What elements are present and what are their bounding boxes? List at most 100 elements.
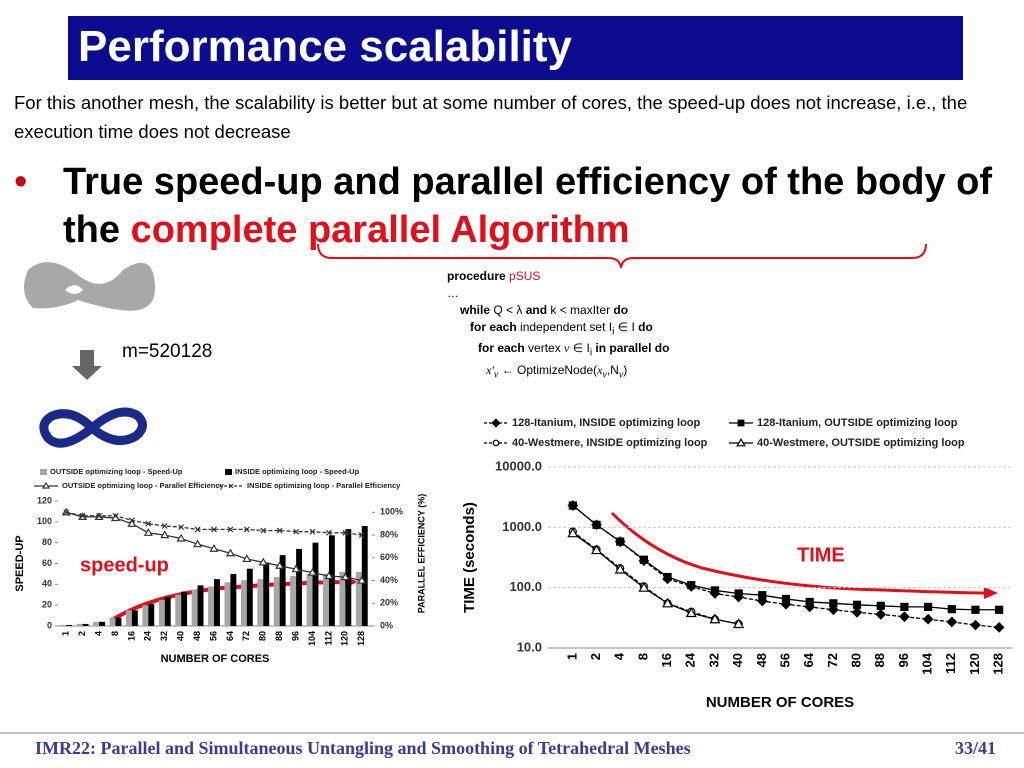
series-line	[572, 531, 739, 625]
data-point	[971, 605, 980, 614]
footer: IMR22: Parallel and Simultaneous Untangl…	[35, 738, 691, 758]
proc-name: pSUS	[509, 269, 541, 283]
data-point	[340, 572, 350, 581]
text: vertex	[524, 341, 565, 356]
data-point	[143, 528, 153, 536]
data-point	[161, 523, 168, 529]
sub: v	[602, 369, 607, 381]
y-tick-label: 20	[42, 600, 52, 610]
var: v	[564, 341, 570, 356]
bar	[306, 573, 313, 626]
data-point	[243, 526, 250, 533]
legend-label: OUTSIDE optimizing loop - Parallel Effic…	[62, 481, 225, 490]
data-point	[662, 597, 674, 608]
bar	[312, 542, 319, 626]
data-point	[258, 557, 268, 566]
bar	[148, 604, 155, 626]
bar	[328, 535, 335, 626]
data-point	[900, 602, 909, 611]
bar	[76, 623, 83, 626]
data-point	[922, 613, 934, 625]
legend-marker	[491, 418, 501, 428]
y-tick-label: 40	[42, 579, 52, 589]
legend-marker	[492, 439, 500, 447]
bar	[361, 526, 368, 626]
data-point	[357, 575, 367, 584]
x-tick-label: 2	[77, 631, 87, 636]
procedure: procedure pSUS … while Q < λ and k < max…	[447, 268, 669, 383]
bar	[355, 571, 362, 626]
data-point	[227, 526, 234, 533]
data-point	[358, 532, 365, 539]
x-tick-label: 120	[967, 653, 982, 675]
data-point	[663, 572, 672, 582]
data-point	[710, 586, 720, 595]
text: ← OptimizeNode(	[498, 362, 598, 377]
bullet: True speed-up and parallel efficiency of…	[63, 158, 1008, 254]
text: …	[447, 286, 459, 300]
bar	[60, 624, 67, 626]
y-axis-title: TIME (seconds)	[461, 502, 478, 613]
data-point	[614, 563, 626, 574]
data-point	[875, 609, 887, 620]
x-tick-label: 40	[176, 631, 186, 641]
annotation: TIME	[797, 544, 845, 566]
page-number: 33/41	[955, 738, 997, 758]
sub: v	[618, 369, 624, 381]
data-point	[993, 621, 1005, 633]
data-point	[127, 519, 137, 527]
x-tick-label: 72	[825, 653, 840, 667]
mesh-image	[24, 262, 156, 311]
x-tick-label: 112	[323, 631, 333, 646]
y2-tick-label: 60%	[380, 552, 398, 562]
text: ,N	[606, 362, 619, 377]
legend-marker	[228, 483, 234, 489]
bar	[279, 555, 286, 626]
y2-tick-label: 100%	[380, 507, 403, 517]
data-point	[326, 529, 332, 536]
bar	[158, 599, 165, 626]
var: x'	[486, 362, 494, 377]
text: )	[623, 362, 628, 377]
y-tick-label: 1000.0	[502, 519, 542, 534]
bar	[323, 573, 329, 626]
data-point	[616, 537, 625, 546]
data-point	[225, 548, 235, 557]
x-tick-label: 1	[61, 631, 71, 636]
x-tick-label: 16	[126, 631, 136, 641]
bar	[82, 623, 89, 626]
bullet-text: True speed-up and parallel efficiency of…	[63, 161, 993, 251]
legend-label: 40-Westmere, INSIDE optimizing loop	[512, 437, 708, 449]
y2-tick-label: 80%	[380, 529, 398, 539]
data-point	[638, 581, 650, 592]
x-tick-label: 96	[290, 631, 300, 641]
data-point	[995, 605, 1004, 614]
bar	[197, 585, 204, 626]
data-point	[160, 530, 170, 539]
legend-marker	[737, 419, 745, 427]
bar	[240, 580, 247, 626]
bar	[208, 586, 214, 626]
data-point	[924, 602, 933, 611]
bullet-dot: •	[14, 161, 28, 203]
data-point	[781, 594, 791, 604]
bar	[125, 610, 132, 626]
bar	[214, 579, 220, 626]
keyword: do	[638, 320, 653, 334]
x-tick-label: 80	[848, 653, 863, 667]
legend-marker	[41, 481, 51, 489]
y-tick-label: 10.0	[517, 639, 542, 654]
x-tick-label: 8	[110, 631, 120, 636]
keyword: and	[525, 303, 548, 317]
x-tick-label: 104	[307, 631, 317, 646]
data-point	[275, 561, 285, 569]
text: independent set I	[516, 320, 613, 334]
legend-label: INSIDE optimizing loop - Parallel Effici…	[247, 481, 401, 490]
annotation-arrowhead	[984, 587, 998, 599]
data-point	[193, 539, 203, 548]
text: k < maxIter	[547, 303, 614, 317]
bar	[181, 591, 188, 626]
x-tick-label: 16	[659, 653, 674, 667]
data-point	[734, 589, 743, 598]
